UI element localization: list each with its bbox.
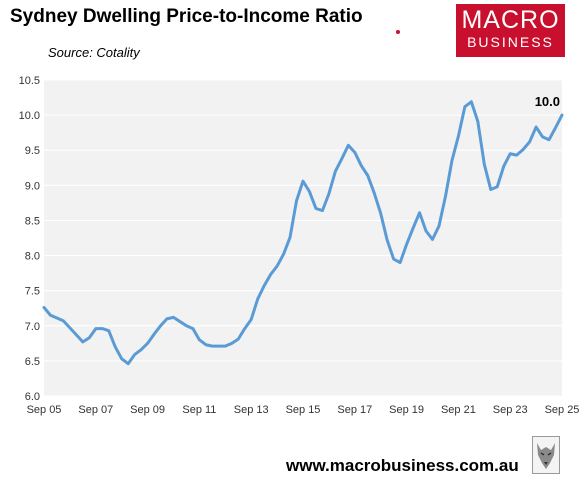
footer-url: www.macrobusiness.com.au	[286, 456, 519, 475]
x-tick-label: Sep 23	[493, 404, 528, 416]
y-tick-label: 7.0	[25, 321, 40, 333]
y-tick-label: 6.0	[25, 391, 40, 403]
wolf-emblem-icon	[532, 436, 560, 474]
y-tick-label: 9.5	[25, 145, 40, 157]
y-tick-label: 10.5	[19, 75, 40, 87]
x-tick-label: Sep 19	[389, 404, 424, 416]
x-tick-label: Sep 25	[545, 404, 580, 416]
macrobusiness-logo: MACRO BUSINESS	[456, 4, 565, 57]
plot-area	[44, 80, 562, 396]
gridlines	[44, 79, 562, 397]
y-tick-label: 9.0	[25, 180, 40, 192]
y-tick-label: 8.5	[25, 215, 40, 227]
x-tick-label: Sep 11	[182, 404, 216, 416]
red-dot-mark	[396, 30, 400, 34]
end-value-label: 10.0	[535, 94, 560, 109]
x-tick-label: Sep 07	[78, 404, 113, 416]
y-tick-label: 8.0	[25, 251, 40, 263]
y-axis-ticks: 6.0 6.5 7.0 7.5 8.0 8.5 9.0 9.5 10.0 10.5	[19, 75, 40, 403]
y-tick-label: 6.5	[25, 356, 40, 368]
x-tick-label: Sep 05	[27, 404, 62, 416]
chart-source: Source: Cotality	[48, 45, 140, 60]
chart-title: Sydney Dwelling Price-to-Income Ratio	[10, 6, 363, 27]
x-tick-label: Sep 09	[130, 404, 165, 416]
y-tick-label: 10.0	[19, 110, 40, 122]
x-tick-label: Sep 21	[441, 404, 476, 416]
logo-line-1: MACRO	[461, 6, 560, 34]
logo-line-2: BUSINESS	[467, 34, 554, 50]
x-tick-label: Sep 13	[234, 404, 269, 416]
x-tick-label: Sep 15	[286, 404, 321, 416]
series-line	[42, 100, 564, 366]
y-tick-label: 7.5	[25, 286, 40, 298]
x-tick-label: Sep 17	[337, 404, 372, 416]
x-axis-ticks: Sep 05 Sep 07 Sep 09 Sep 11 Sep 13 Sep 15 Sep …	[27, 404, 580, 416]
